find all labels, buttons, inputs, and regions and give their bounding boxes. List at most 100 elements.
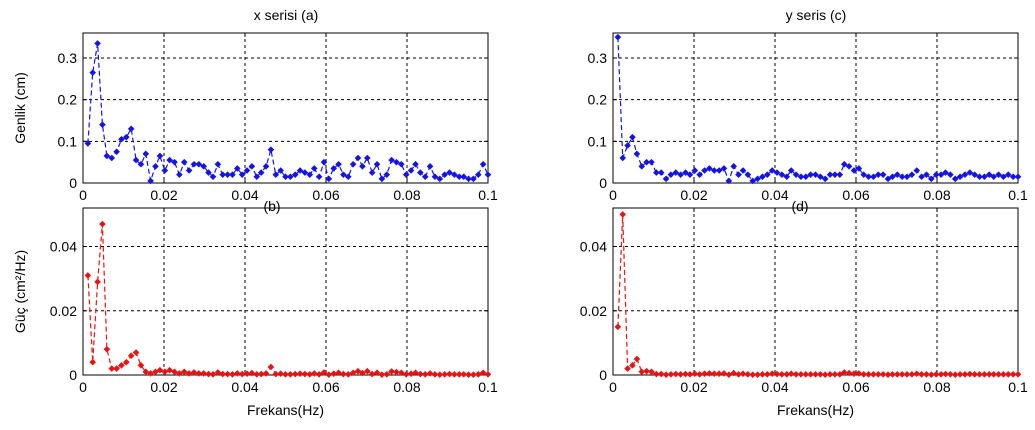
data-point	[195, 370, 203, 377]
data-point	[205, 169, 212, 176]
data-point	[653, 370, 660, 378]
data-point	[402, 371, 410, 378]
data-point	[730, 163, 737, 170]
data-point	[956, 173, 964, 181]
data-point	[267, 363, 275, 371]
plot-frame	[82, 32, 489, 184]
data-point	[282, 173, 289, 181]
data-point	[638, 163, 646, 170]
data-point	[132, 156, 140, 164]
data-point	[928, 175, 935, 183]
data-point	[229, 371, 236, 378]
data-point	[923, 371, 930, 378]
data-point	[344, 371, 352, 378]
data-point	[981, 173, 988, 181]
data-point	[715, 167, 723, 174]
data-point	[783, 173, 791, 181]
data-point	[373, 369, 381, 377]
data-point	[180, 368, 188, 376]
data-point	[330, 165, 338, 172]
data-point	[474, 371, 482, 378]
data-point	[94, 278, 101, 286]
data-point	[118, 362, 125, 369]
data-point	[657, 370, 665, 378]
data-point	[937, 171, 945, 178]
data-point	[677, 171, 684, 178]
data-point	[706, 370, 713, 377]
data-point	[137, 160, 145, 168]
x-tick-label: 0.04	[761, 187, 788, 203]
data-point	[465, 371, 472, 378]
data-point	[219, 370, 227, 378]
data-point	[648, 158, 655, 166]
data-point	[426, 370, 434, 377]
data-point	[127, 125, 135, 133]
data-point	[624, 142, 631, 149]
data-point	[306, 371, 314, 378]
data-point	[792, 171, 800, 178]
data-point	[619, 211, 627, 218]
data-point	[990, 371, 998, 378]
data-point	[465, 175, 472, 183]
data-point	[990, 173, 998, 181]
data-point	[797, 173, 805, 181]
data-point	[291, 370, 299, 378]
data-point	[817, 173, 824, 181]
data-point	[730, 369, 737, 377]
data-point	[966, 370, 974, 378]
data-point	[653, 169, 660, 176]
data-point	[238, 370, 246, 378]
data-point	[1004, 371, 1012, 378]
data-point	[870, 173, 877, 181]
x-tick-label: 0.02	[680, 379, 707, 395]
data-point	[619, 154, 627, 162]
data-point	[340, 171, 347, 178]
data-point	[330, 370, 338, 378]
data-point	[898, 371, 906, 378]
data-point	[354, 154, 362, 162]
data-point	[262, 163, 270, 170]
data-point	[643, 158, 650, 166]
data-point	[359, 369, 366, 377]
data-point	[152, 368, 159, 376]
data-point	[855, 165, 863, 172]
data-point	[479, 160, 487, 168]
data-point	[879, 371, 887, 378]
x-tick-label: 0.1	[478, 379, 498, 395]
data-point	[725, 177, 733, 185]
data-point	[214, 160, 222, 168]
y-tick-label: 0.02	[580, 303, 607, 319]
data-point	[344, 173, 352, 181]
data-point	[657, 169, 665, 176]
x-tick-label: 0.06	[312, 379, 339, 395]
data-point	[836, 171, 844, 178]
data-point	[417, 169, 424, 176]
data-point	[335, 369, 342, 377]
data-point	[123, 133, 130, 141]
data-point	[773, 370, 781, 378]
data-point	[460, 173, 468, 181]
data-point	[451, 371, 458, 378]
x-tick-label: 0	[609, 379, 617, 395]
data-point	[296, 370, 304, 378]
data-point	[739, 167, 747, 174]
data-point	[831, 371, 839, 378]
data-point	[643, 367, 650, 375]
data-point	[677, 371, 684, 378]
data-point	[310, 370, 318, 377]
data-point	[89, 69, 97, 76]
data-point	[787, 167, 795, 174]
data-point	[152, 163, 159, 170]
chart-b: 0 0.02 0.04 0.06 0.08 0.1 0 0.02 0.04 (b) Frekans(…	[12, 198, 498, 418]
data-point	[474, 171, 482, 178]
data-point	[918, 173, 925, 181]
plot-frame	[612, 32, 1019, 184]
data-point	[778, 171, 786, 178]
y-tick-label: 0	[69, 175, 77, 191]
data-point	[349, 369, 357, 377]
data-point	[484, 371, 492, 378]
data-point	[340, 370, 347, 378]
data-point	[190, 369, 198, 376]
data-point	[884, 175, 892, 183]
data-point	[807, 171, 814, 178]
